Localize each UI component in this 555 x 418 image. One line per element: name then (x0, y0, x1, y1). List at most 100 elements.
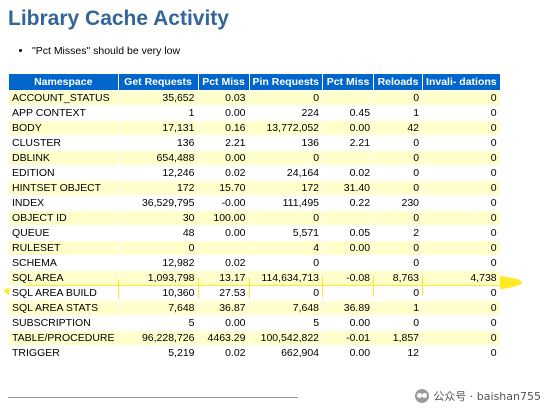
cell-namespace: TRIGGER (9, 346, 118, 360)
cell-namespace: SUBSCRIPTION (9, 316, 118, 330)
cell-pin-pct-miss: 0.00 (323, 346, 374, 360)
header-pin-requests: Pin Requests (249, 74, 323, 90)
cell-reloads: 12 (374, 346, 423, 360)
cell-get-pct-miss: 0.02 (198, 166, 249, 180)
cell-invalidations: 0 (423, 286, 500, 300)
cell-namespace: SQL AREA BUILD (9, 286, 118, 300)
bottom-divider (8, 397, 298, 398)
cell-invalidations: 0 (423, 121, 500, 135)
wechat-icon (415, 389, 430, 403)
table-row: QUEUE 48 0.00 5,571 0.05 2 0 (9, 226, 500, 240)
watermark: 公众号 · baishan755 (415, 388, 541, 404)
cell-namespace: HINTSET OBJECT (9, 181, 118, 195)
cell-reloads: 0 (374, 91, 423, 105)
cell-get-pct-miss: 13.17 (198, 271, 249, 285)
cell-get-requests: 5,219 (118, 346, 198, 360)
cell-reloads: 1 (374, 301, 423, 315)
cell-pin-requests: 4 (249, 241, 323, 255)
header-reloads: Reloads (374, 74, 423, 90)
cell-namespace: SQL AREA (9, 271, 118, 285)
cell-get-requests: 35,652 (118, 91, 198, 105)
cell-pin-pct-miss: 0.00 (323, 121, 374, 135)
cell-reloads: 0 (374, 316, 423, 330)
cell-namespace: SQL AREA STATS (9, 301, 118, 315)
header-pin-pct-miss: Pct Miss (323, 74, 374, 90)
table-row: BODY 17,131 0.16 13,772,052 0.00 42 0 (9, 121, 500, 135)
cell-reloads: 0 (374, 166, 423, 180)
cell-get-pct-miss: 15.70 (198, 181, 249, 195)
table-row: APP CONTEXT 1 0.00 224 0.45 1 0 (9, 106, 500, 120)
cell-pin-pct-miss: -0.01 (323, 331, 374, 345)
cell-pin-pct-miss (323, 211, 374, 225)
cell-get-requests: 12,246 (118, 166, 198, 180)
table-row: SCHEMA 12,982 0.02 0 0 0 (9, 256, 500, 270)
cell-pin-requests: 24,164 (249, 166, 323, 180)
cell-get-pct-miss (198, 241, 249, 255)
table-row: EDITION 12,246 0.02 24,164 0.02 0 0 (9, 166, 500, 180)
table-row: SQL AREA BUILD 10,360 27.53 0 0 0 (9, 286, 500, 300)
cell-invalidations: 0 (423, 106, 500, 120)
cell-pin-pct-miss: 0.45 (323, 106, 374, 120)
cell-pin-requests: 111,495 (249, 196, 323, 210)
cell-namespace: EDITION (9, 166, 118, 180)
cell-reloads: 0 (374, 256, 423, 270)
cell-get-requests: 96,228,726 (118, 331, 198, 345)
library-cache-table: Namespace Get Requests Pct Miss Pin Requ… (8, 73, 501, 361)
cell-pin-requests: 0 (249, 211, 323, 225)
table-row: CLUSTER 136 2.21 136 2.21 0 0 (9, 136, 500, 150)
header-get-pct-miss: Pct Miss (198, 74, 249, 90)
cell-get-pct-miss: 0.00 (198, 316, 249, 330)
table-row: SQL AREA STATS 7,648 36.87 7,648 36.89 1 0 (9, 301, 500, 315)
cell-namespace: APP CONTEXT (9, 106, 118, 120)
cell-get-requests: 7,648 (118, 301, 198, 315)
cell-invalidations: 0 (423, 181, 500, 195)
cell-get-requests: 1 (118, 106, 198, 120)
cell-pin-pct-miss: 36.89 (323, 301, 374, 315)
cell-pin-requests: 5 (249, 316, 323, 330)
cell-namespace: ACCOUNT_STATUS (9, 91, 118, 105)
cell-get-requests: 1,093,798 (118, 271, 198, 285)
cell-pin-requests: 0 (249, 151, 323, 165)
cell-get-pct-miss: 0.16 (198, 121, 249, 135)
cell-pin-pct-miss (323, 256, 374, 270)
cell-get-requests: 36,529,795 (118, 196, 198, 210)
table-row: HINTSET OBJECT 172 15.70 172 31.40 0 0 (9, 181, 500, 195)
cell-pin-requests: 0 (249, 91, 323, 105)
cell-namespace: TABLE/PROCEDURE (9, 331, 118, 345)
watermark-text: 公众号 · baishan755 (433, 390, 541, 403)
cell-reloads: 0 (374, 286, 423, 300)
cell-reloads: 0 (374, 151, 423, 165)
cell-invalidations: 0 (423, 316, 500, 330)
cell-invalidations: 0 (423, 241, 500, 255)
cell-invalidations: 4,738 (423, 271, 500, 285)
cell-pin-requests: 224 (249, 106, 323, 120)
header-get-requests: Get Requests (118, 74, 198, 90)
cell-get-pct-miss: 0.03 (198, 91, 249, 105)
cell-invalidations: 0 (423, 346, 500, 360)
cell-get-requests: 17,131 (118, 121, 198, 135)
page-title: Library Cache Activity (8, 7, 229, 30)
cell-pin-requests: 114,634,713 (249, 271, 323, 285)
notes-list: "Pct Misses" should be very low (10, 44, 180, 58)
table-body: ACCOUNT_STATUS 35,652 0.03 0 0 0 APP CONTEXT 1 0… (9, 91, 500, 360)
cell-get-pct-miss: 0.00 (198, 106, 249, 120)
cell-invalidations: 0 (423, 256, 500, 270)
header-invalidations: Invali- dations (423, 74, 500, 90)
table-row: ACCOUNT_STATUS 35,652 0.03 0 0 0 (9, 91, 500, 105)
cell-pin-pct-miss: 0.00 (323, 241, 374, 255)
cell-invalidations: 0 (423, 301, 500, 315)
cell-get-pct-miss: 2.21 (198, 136, 249, 150)
cell-reloads: 1,857 (374, 331, 423, 345)
cell-reloads: 8,763 (374, 271, 423, 285)
cell-get-requests: 48 (118, 226, 198, 240)
cell-get-pct-miss: 4463.29 (198, 331, 249, 345)
cell-reloads: 230 (374, 196, 423, 210)
cell-pin-requests: 0 (249, 256, 323, 270)
table-row: RULESET 0 4 0.00 0 0 (9, 241, 500, 255)
cell-namespace: RULESET (9, 241, 118, 255)
cell-namespace: SCHEMA (9, 256, 118, 270)
cell-pin-pct-miss: 0.05 (323, 226, 374, 240)
cell-namespace: BODY (9, 121, 118, 135)
cell-pin-pct-miss: 2.21 (323, 136, 374, 150)
cell-get-pct-miss: 0.02 (198, 346, 249, 360)
